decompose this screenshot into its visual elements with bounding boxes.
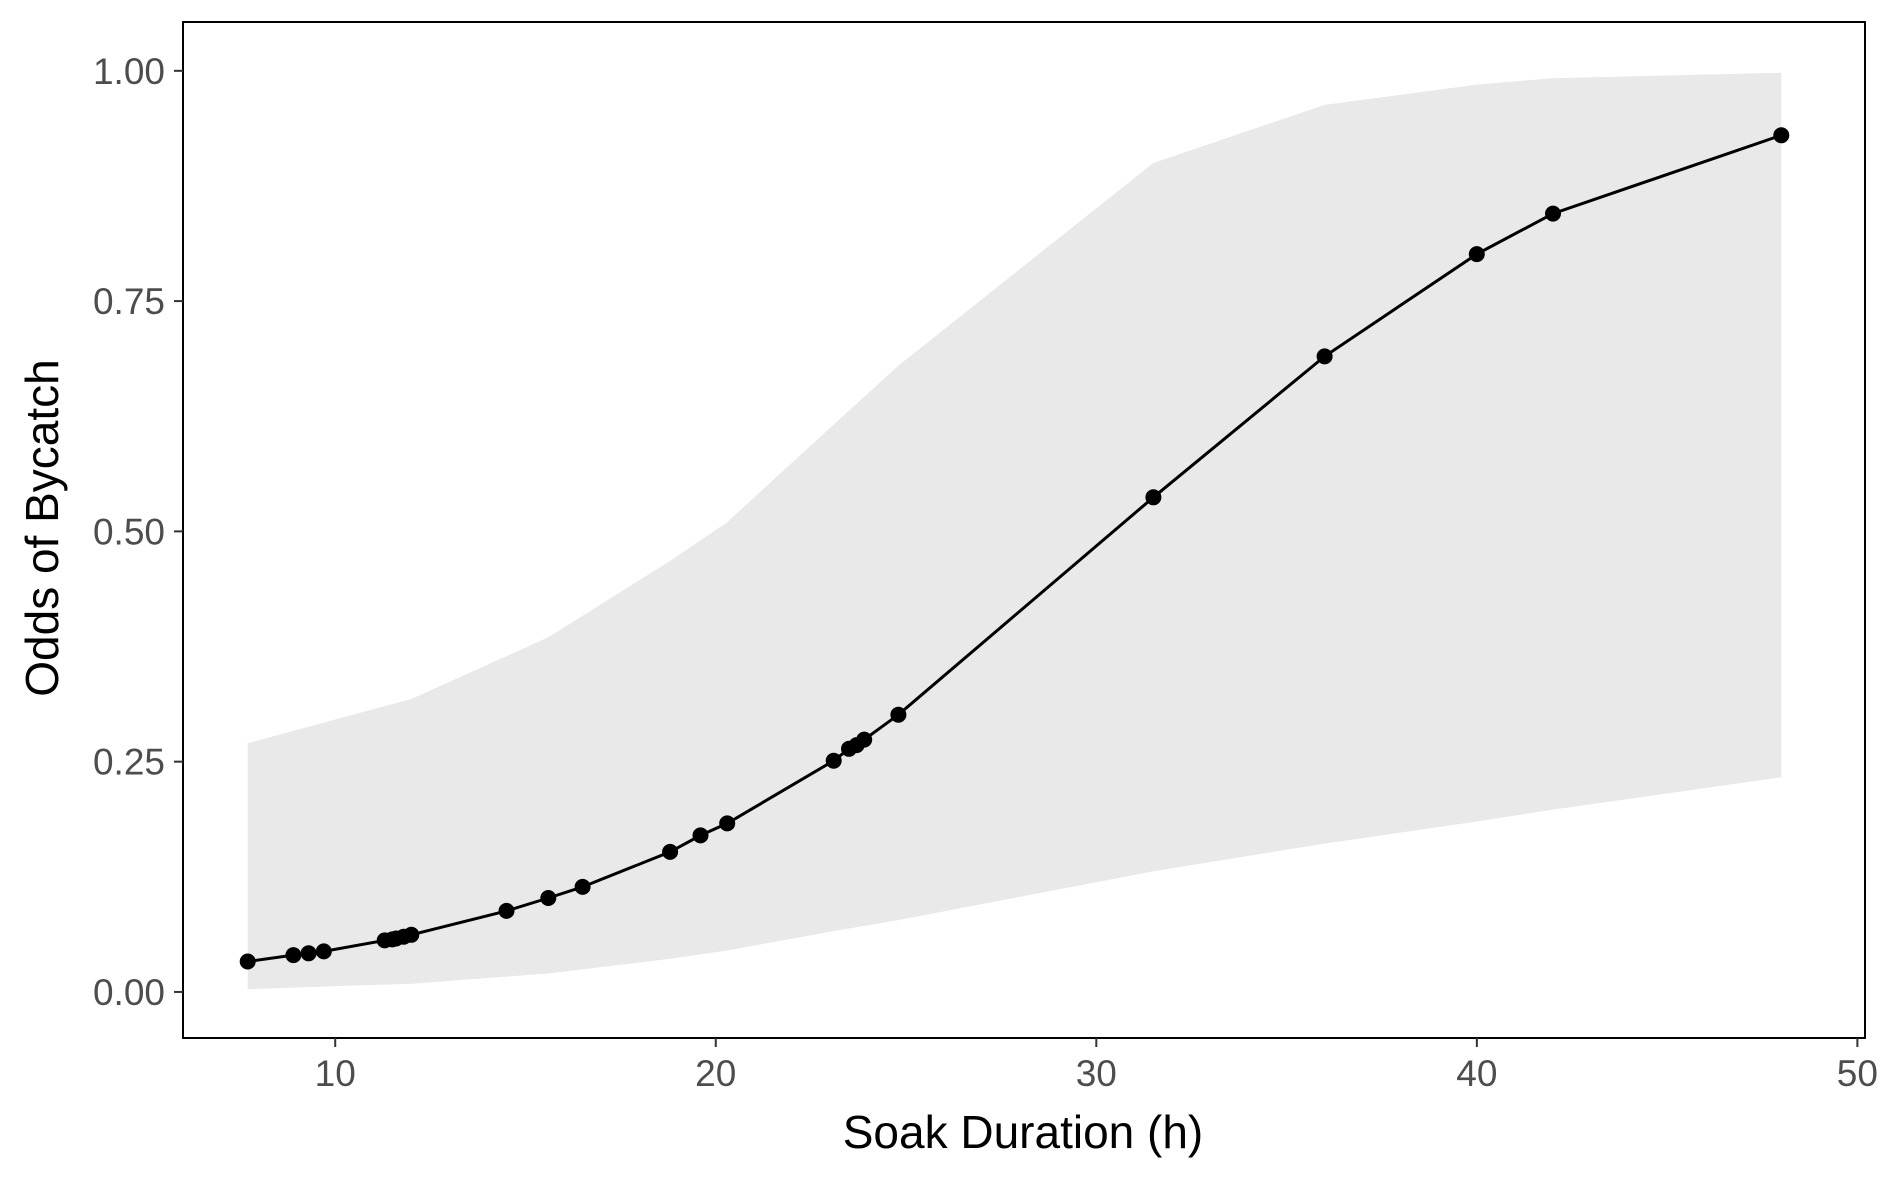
data-point (1145, 489, 1162, 506)
data-point (1773, 127, 1790, 144)
data-point (825, 752, 842, 769)
panel-border (182, 21, 1866, 1039)
data-point (856, 731, 873, 748)
y-tick-label: 1.00 (93, 51, 165, 92)
confidence-band-layer (247, 72, 1782, 990)
data-point (540, 890, 557, 906)
x-tick-label: 10 (315, 1053, 356, 1094)
data-point (890, 706, 907, 723)
x-tick-label: 30 (1076, 1053, 1117, 1094)
data-point (662, 843, 679, 860)
x-axis-ticks: 10 20 30 40 50 (315, 1038, 1878, 1094)
x-axis-title: Soak Duration (h) (843, 1106, 1204, 1158)
data-point (1468, 246, 1485, 263)
data-point (1545, 205, 1561, 222)
data-point (403, 926, 420, 943)
y-axis-ticks: 0.00 0.25 0.50 0.75 1.00 (93, 51, 183, 1013)
data-point (574, 878, 591, 895)
data-point (300, 945, 317, 962)
y-axis-title: Odds of Bycatch (16, 359, 68, 697)
x-tick-label: 40 (1456, 1053, 1497, 1094)
y-tick-label: 0.50 (93, 511, 165, 552)
axes (182, 21, 1866, 1039)
y-tick-label: 0.25 (93, 742, 165, 783)
x-tick-label: 20 (695, 1053, 736, 1094)
y-tick-label: 0.00 (93, 972, 165, 1013)
confidence-band (247, 72, 1782, 990)
data-point (719, 815, 736, 832)
data-point (692, 827, 709, 844)
plot-area (239, 72, 1790, 990)
data-point (1316, 348, 1333, 365)
data-point (285, 947, 302, 964)
data-point (498, 902, 515, 919)
data-point (315, 943, 332, 960)
data-point (239, 953, 256, 970)
x-tick-label: 50 (1837, 1053, 1878, 1094)
data-points-layer (239, 127, 1790, 970)
y-tick-label: 0.75 (93, 281, 165, 322)
